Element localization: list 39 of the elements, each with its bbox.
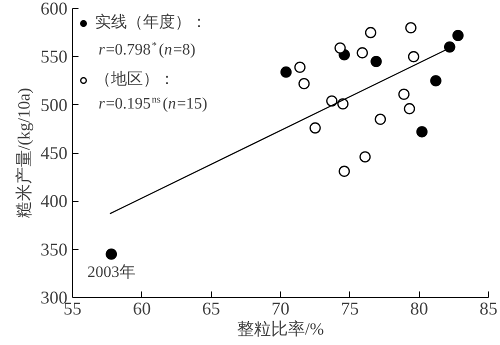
point (294, 62, 306, 73)
point (408, 51, 420, 62)
legend-label: 实线（年度）： (95, 12, 207, 33)
x-tick-label: 65 (202, 298, 220, 318)
point (298, 78, 310, 90)
point (370, 56, 382, 68)
legend-label: （地区）： (95, 70, 175, 90)
point (310, 122, 321, 134)
point (106, 248, 117, 260)
y-axis-title: 糙米产量/(kg/10a) (14, 88, 34, 218)
point (280, 66, 292, 78)
point (405, 22, 416, 34)
y-tick-label: 350 (40, 239, 68, 260)
x-tick-label: 70 (272, 298, 290, 318)
point (430, 75, 442, 86)
x-tick-label: 85 (480, 298, 498, 318)
y-tick-label: 500 (40, 94, 68, 115)
x-tick-label: 60 (132, 298, 151, 318)
point (416, 126, 428, 138)
x-tick-label: 80 (410, 298, 428, 318)
point (404, 103, 416, 114)
point (338, 166, 350, 177)
annotation: 2003年 (87, 264, 136, 282)
point (334, 42, 346, 54)
x-axis-title: 整粒比率/% (237, 320, 324, 338)
point (356, 47, 368, 58)
point (452, 30, 464, 42)
point (398, 88, 410, 100)
point (364, 26, 376, 38)
y-tick-label: 400 (40, 191, 68, 212)
annotation: r=0.798*(n=8) (98, 40, 196, 58)
y-tick-label: 450 (40, 143, 68, 163)
point (444, 41, 456, 53)
x-tick-label: 75 (340, 298, 359, 318)
point (359, 151, 371, 162)
y-tick-label: 600 (40, 0, 68, 18)
point (326, 95, 338, 107)
y-tick-label: 550 (40, 46, 68, 67)
point (374, 114, 386, 125)
